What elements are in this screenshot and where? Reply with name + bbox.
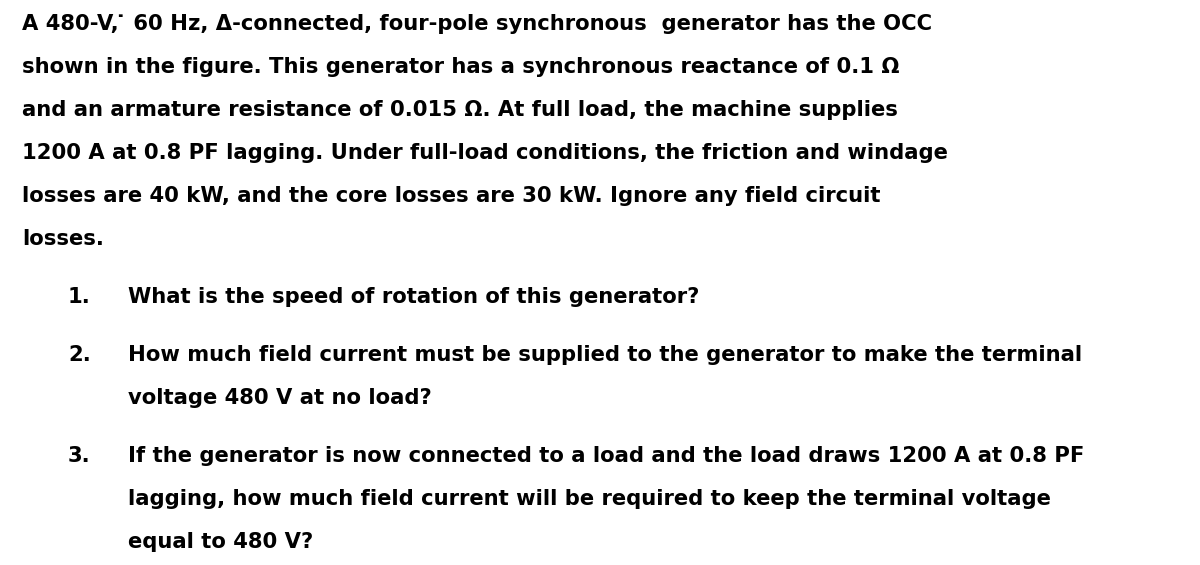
- Text: 2.: 2.: [68, 345, 91, 365]
- Text: losses.: losses.: [22, 229, 104, 249]
- Text: voltage 480 V at no load?: voltage 480 V at no load?: [128, 388, 432, 408]
- Text: If the generator is now connected to a load and the load draws 1200 A at 0.8 PF: If the generator is now connected to a l…: [128, 446, 1085, 466]
- Text: lagging, how much field current will be required to keep the terminal voltage: lagging, how much field current will be …: [128, 489, 1051, 509]
- Text: A 480-V, ̇ 60 Hz, Δ-connected, four-pole synchronous  generator has the OCC: A 480-V, ̇ 60 Hz, Δ-connected, four-pole…: [22, 14, 932, 34]
- Text: losses are 40 kW, and the core losses are 30 kW. Ignore any field circuit: losses are 40 kW, and the core losses ar…: [22, 186, 881, 206]
- Text: and an armature resistance of 0.015 Ω. At full load, the machine supplies: and an armature resistance of 0.015 Ω. A…: [22, 100, 898, 120]
- Text: shown in the figure. This generator has a synchronous reactance of 0.1 Ω: shown in the figure. This generator has …: [22, 57, 900, 77]
- Text: What is the speed of rotation of this generator?: What is the speed of rotation of this ge…: [128, 287, 700, 307]
- Text: How much field current must be supplied to the generator to make the terminal: How much field current must be supplied …: [128, 345, 1082, 365]
- Text: 1200 A at 0.8 PF lagging. Under full-load conditions, the friction and windage: 1200 A at 0.8 PF lagging. Under full-loa…: [22, 143, 948, 163]
- Text: 1.: 1.: [68, 287, 91, 307]
- Text: equal to 480 V?: equal to 480 V?: [128, 532, 313, 552]
- Text: 3.: 3.: [68, 446, 91, 466]
